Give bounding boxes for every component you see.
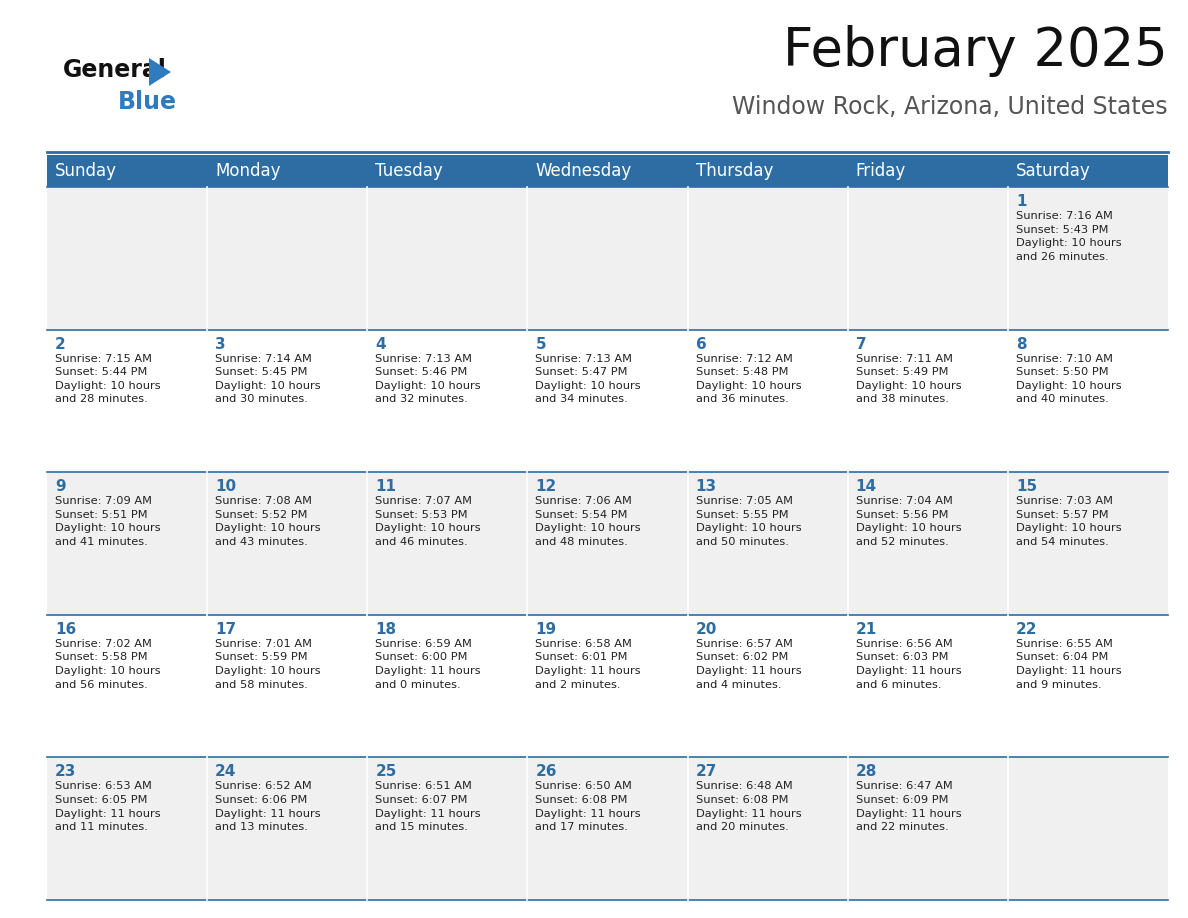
Text: 14: 14 — [855, 479, 877, 494]
Text: Tuesday: Tuesday — [375, 162, 443, 180]
Text: Sunrise: 6:48 AM
Sunset: 6:08 PM
Daylight: 11 hours
and 20 minutes.: Sunrise: 6:48 AM Sunset: 6:08 PM Dayligh… — [695, 781, 801, 833]
Text: Thursday: Thursday — [695, 162, 773, 180]
Text: Sunrise: 6:58 AM
Sunset: 6:01 PM
Daylight: 11 hours
and 2 minutes.: Sunrise: 6:58 AM Sunset: 6:01 PM Dayligh… — [536, 639, 642, 689]
Text: 15: 15 — [1016, 479, 1037, 494]
Text: Sunrise: 6:51 AM
Sunset: 6:07 PM
Daylight: 11 hours
and 15 minutes.: Sunrise: 6:51 AM Sunset: 6:07 PM Dayligh… — [375, 781, 481, 833]
Text: Saturday: Saturday — [1016, 162, 1091, 180]
Text: Sunrise: 7:15 AM
Sunset: 5:44 PM
Daylight: 10 hours
and 28 minutes.: Sunrise: 7:15 AM Sunset: 5:44 PM Dayligh… — [55, 353, 160, 405]
Text: Sunrise: 6:57 AM
Sunset: 6:02 PM
Daylight: 11 hours
and 4 minutes.: Sunrise: 6:57 AM Sunset: 6:02 PM Dayligh… — [695, 639, 801, 689]
Text: Sunrise: 6:56 AM
Sunset: 6:03 PM
Daylight: 11 hours
and 6 minutes.: Sunrise: 6:56 AM Sunset: 6:03 PM Dayligh… — [855, 639, 961, 689]
Text: Sunrise: 7:14 AM
Sunset: 5:45 PM
Daylight: 10 hours
and 30 minutes.: Sunrise: 7:14 AM Sunset: 5:45 PM Dayligh… — [215, 353, 321, 405]
Text: Sunrise: 7:11 AM
Sunset: 5:49 PM
Daylight: 10 hours
and 38 minutes.: Sunrise: 7:11 AM Sunset: 5:49 PM Dayligh… — [855, 353, 961, 405]
Text: Sunrise: 7:03 AM
Sunset: 5:57 PM
Daylight: 10 hours
and 54 minutes.: Sunrise: 7:03 AM Sunset: 5:57 PM Dayligh… — [1016, 497, 1121, 547]
Text: Sunrise: 7:13 AM
Sunset: 5:47 PM
Daylight: 10 hours
and 34 minutes.: Sunrise: 7:13 AM Sunset: 5:47 PM Dayligh… — [536, 353, 642, 405]
Text: Friday: Friday — [855, 162, 906, 180]
Text: Sunrise: 7:02 AM
Sunset: 5:58 PM
Daylight: 10 hours
and 56 minutes.: Sunrise: 7:02 AM Sunset: 5:58 PM Dayligh… — [55, 639, 160, 689]
Text: Sunrise: 7:04 AM
Sunset: 5:56 PM
Daylight: 10 hours
and 52 minutes.: Sunrise: 7:04 AM Sunset: 5:56 PM Dayligh… — [855, 497, 961, 547]
Bar — [207, 155, 367, 187]
Text: Sunrise: 6:50 AM
Sunset: 6:08 PM
Daylight: 11 hours
and 17 minutes.: Sunrise: 6:50 AM Sunset: 6:08 PM Dayligh… — [536, 781, 642, 833]
Bar — [48, 757, 1168, 900]
Text: Sunrise: 7:05 AM
Sunset: 5:55 PM
Daylight: 10 hours
and 50 minutes.: Sunrise: 7:05 AM Sunset: 5:55 PM Dayligh… — [695, 497, 801, 547]
Text: Sunrise: 7:10 AM
Sunset: 5:50 PM
Daylight: 10 hours
and 40 minutes.: Sunrise: 7:10 AM Sunset: 5:50 PM Dayligh… — [1016, 353, 1121, 405]
Text: 28: 28 — [855, 765, 877, 779]
Text: Sunrise: 7:12 AM
Sunset: 5:48 PM
Daylight: 10 hours
and 36 minutes.: Sunrise: 7:12 AM Sunset: 5:48 PM Dayligh… — [695, 353, 801, 405]
Text: General: General — [63, 58, 166, 82]
Text: Sunrise: 6:59 AM
Sunset: 6:00 PM
Daylight: 11 hours
and 0 minutes.: Sunrise: 6:59 AM Sunset: 6:00 PM Dayligh… — [375, 639, 481, 689]
Text: 27: 27 — [695, 765, 716, 779]
Text: 25: 25 — [375, 765, 397, 779]
Text: Sunrise: 7:06 AM
Sunset: 5:54 PM
Daylight: 10 hours
and 48 minutes.: Sunrise: 7:06 AM Sunset: 5:54 PM Dayligh… — [536, 497, 642, 547]
Text: 10: 10 — [215, 479, 236, 494]
Text: Sunrise: 7:07 AM
Sunset: 5:53 PM
Daylight: 10 hours
and 46 minutes.: Sunrise: 7:07 AM Sunset: 5:53 PM Dayligh… — [375, 497, 481, 547]
Text: 16: 16 — [55, 621, 76, 637]
Text: 5: 5 — [536, 337, 546, 352]
Text: 22: 22 — [1016, 621, 1037, 637]
Bar — [1007, 155, 1168, 187]
Text: 6: 6 — [695, 337, 707, 352]
Text: Sunrise: 6:55 AM
Sunset: 6:04 PM
Daylight: 11 hours
and 9 minutes.: Sunrise: 6:55 AM Sunset: 6:04 PM Dayligh… — [1016, 639, 1121, 689]
Bar — [48, 155, 207, 187]
Text: Sunrise: 7:08 AM
Sunset: 5:52 PM
Daylight: 10 hours
and 43 minutes.: Sunrise: 7:08 AM Sunset: 5:52 PM Dayligh… — [215, 497, 321, 547]
Text: Window Rock, Arizona, United States: Window Rock, Arizona, United States — [732, 95, 1168, 119]
Text: 24: 24 — [215, 765, 236, 779]
Text: 19: 19 — [536, 621, 556, 637]
Text: 12: 12 — [536, 479, 557, 494]
Text: Monday: Monday — [215, 162, 280, 180]
Bar — [48, 472, 1168, 615]
Text: Sunrise: 7:01 AM
Sunset: 5:59 PM
Daylight: 10 hours
and 58 minutes.: Sunrise: 7:01 AM Sunset: 5:59 PM Dayligh… — [215, 639, 321, 689]
Text: 21: 21 — [855, 621, 877, 637]
Bar — [527, 155, 688, 187]
Text: Sunday: Sunday — [55, 162, 116, 180]
Text: Sunrise: 7:16 AM
Sunset: 5:43 PM
Daylight: 10 hours
and 26 minutes.: Sunrise: 7:16 AM Sunset: 5:43 PM Dayligh… — [1016, 211, 1121, 262]
Text: 7: 7 — [855, 337, 866, 352]
Text: Sunrise: 6:47 AM
Sunset: 6:09 PM
Daylight: 11 hours
and 22 minutes.: Sunrise: 6:47 AM Sunset: 6:09 PM Dayligh… — [855, 781, 961, 833]
Text: Wednesday: Wednesday — [536, 162, 632, 180]
Bar — [48, 330, 1168, 472]
Text: 20: 20 — [695, 621, 716, 637]
Text: 26: 26 — [536, 765, 557, 779]
Text: 23: 23 — [55, 765, 76, 779]
Bar — [848, 155, 1007, 187]
Text: 3: 3 — [215, 337, 226, 352]
Text: Sunrise: 6:52 AM
Sunset: 6:06 PM
Daylight: 11 hours
and 13 minutes.: Sunrise: 6:52 AM Sunset: 6:06 PM Dayligh… — [215, 781, 321, 833]
Bar — [688, 155, 848, 187]
Text: 18: 18 — [375, 621, 397, 637]
Polygon shape — [148, 58, 171, 86]
Bar — [48, 615, 1168, 757]
Bar — [367, 155, 527, 187]
Text: 1: 1 — [1016, 194, 1026, 209]
Text: Sunrise: 7:13 AM
Sunset: 5:46 PM
Daylight: 10 hours
and 32 minutes.: Sunrise: 7:13 AM Sunset: 5:46 PM Dayligh… — [375, 353, 481, 405]
Text: 13: 13 — [695, 479, 716, 494]
Text: February 2025: February 2025 — [783, 25, 1168, 77]
Text: Blue: Blue — [118, 90, 177, 114]
Text: 11: 11 — [375, 479, 397, 494]
Bar — [48, 187, 1168, 330]
Text: 8: 8 — [1016, 337, 1026, 352]
Text: 9: 9 — [55, 479, 65, 494]
Text: 4: 4 — [375, 337, 386, 352]
Text: 17: 17 — [215, 621, 236, 637]
Text: Sunrise: 6:53 AM
Sunset: 6:05 PM
Daylight: 11 hours
and 11 minutes.: Sunrise: 6:53 AM Sunset: 6:05 PM Dayligh… — [55, 781, 160, 833]
Text: Sunrise: 7:09 AM
Sunset: 5:51 PM
Daylight: 10 hours
and 41 minutes.: Sunrise: 7:09 AM Sunset: 5:51 PM Dayligh… — [55, 497, 160, 547]
Text: 2: 2 — [55, 337, 65, 352]
